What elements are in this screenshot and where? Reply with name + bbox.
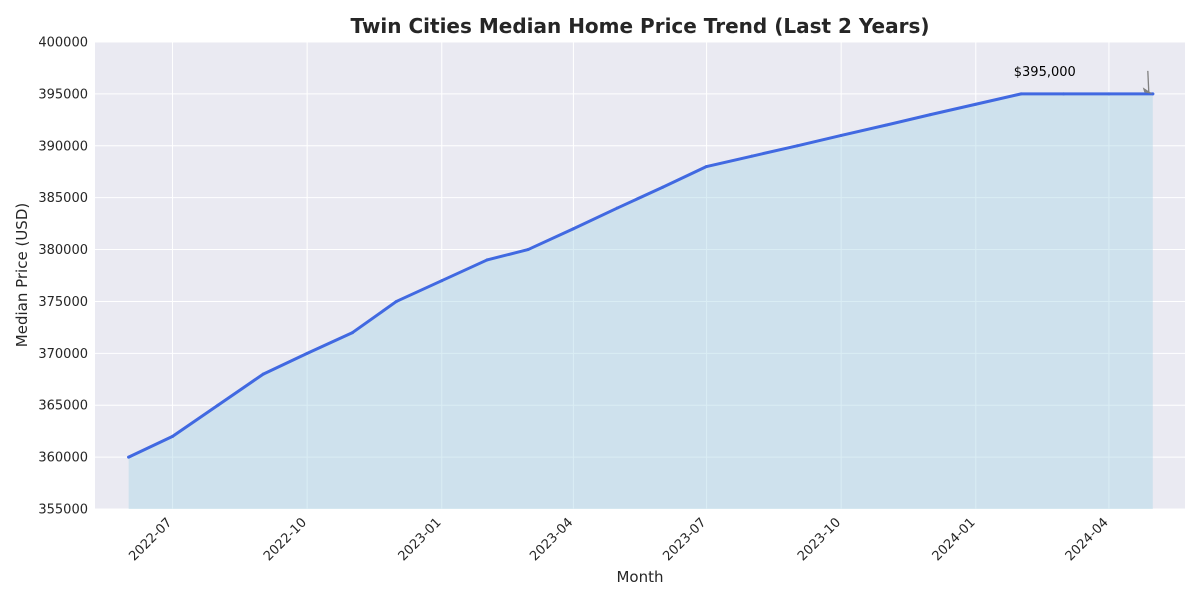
data-point [261,372,265,376]
y-tick-label: 400000 [38,36,88,51]
data-point [305,351,309,355]
line-series-layer [127,92,1155,459]
x-axis-label: Month [616,568,663,586]
series-line [127,92,1155,459]
data-point [661,185,665,189]
area-fill [128,93,1153,509]
data-point [839,133,843,137]
annotation-arrow-line [1147,70,1150,93]
data-point [1062,92,1066,96]
data-point [885,123,889,127]
grid-lines [95,41,1185,510]
y-tick-label: 380000 [38,243,88,258]
data-point [485,258,489,262]
data-point [571,227,575,231]
x-tick-label: 2023-04 [527,515,576,564]
x-tick-label: 2023-01 [396,515,445,564]
y-tick-label: 370000 [38,347,88,362]
y-tick-label: 390000 [38,139,88,154]
y-tick-label: 395000 [38,87,88,102]
x-tick-label: 2022-07 [126,515,175,564]
data-point [440,279,444,283]
x-tick-label: 2023-07 [660,515,709,564]
x-tick-label: 2024-01 [930,515,979,564]
data-point [705,165,709,169]
y-tick-label: 360000 [38,451,88,466]
annotation-label: $395,000 [1014,65,1076,80]
data-point [974,102,978,106]
y-tick-label: 365000 [38,399,88,414]
annotation-layer: $395,000 [1014,65,1153,94]
data-point [928,113,932,117]
x-tick-label: 2023-10 [795,515,844,564]
data-point [394,299,398,303]
data-point [526,248,530,252]
x-tick-label: 2022-10 [261,515,310,564]
chart-title: Twin Cities Median Home Price Trend (Las… [351,14,930,38]
data-point [351,331,355,335]
data-point [1107,92,1111,96]
x-tick-label: 2024-04 [1063,515,1112,564]
data-point [216,403,220,407]
data-point [750,154,754,158]
y-axis-label: Median Price (USD) [13,203,31,347]
data-point [127,455,131,459]
data-point [615,206,619,210]
plot-background [95,42,1185,509]
y-tick-label: 385000 [38,191,88,206]
y-tick-label: 355000 [38,503,88,518]
data-point [795,144,799,148]
annotation-arrow-head [1142,87,1153,94]
data-point [1019,92,1023,96]
data-point [171,434,175,438]
area-fill-layer [128,93,1153,509]
y-tick-label: 375000 [38,295,88,310]
